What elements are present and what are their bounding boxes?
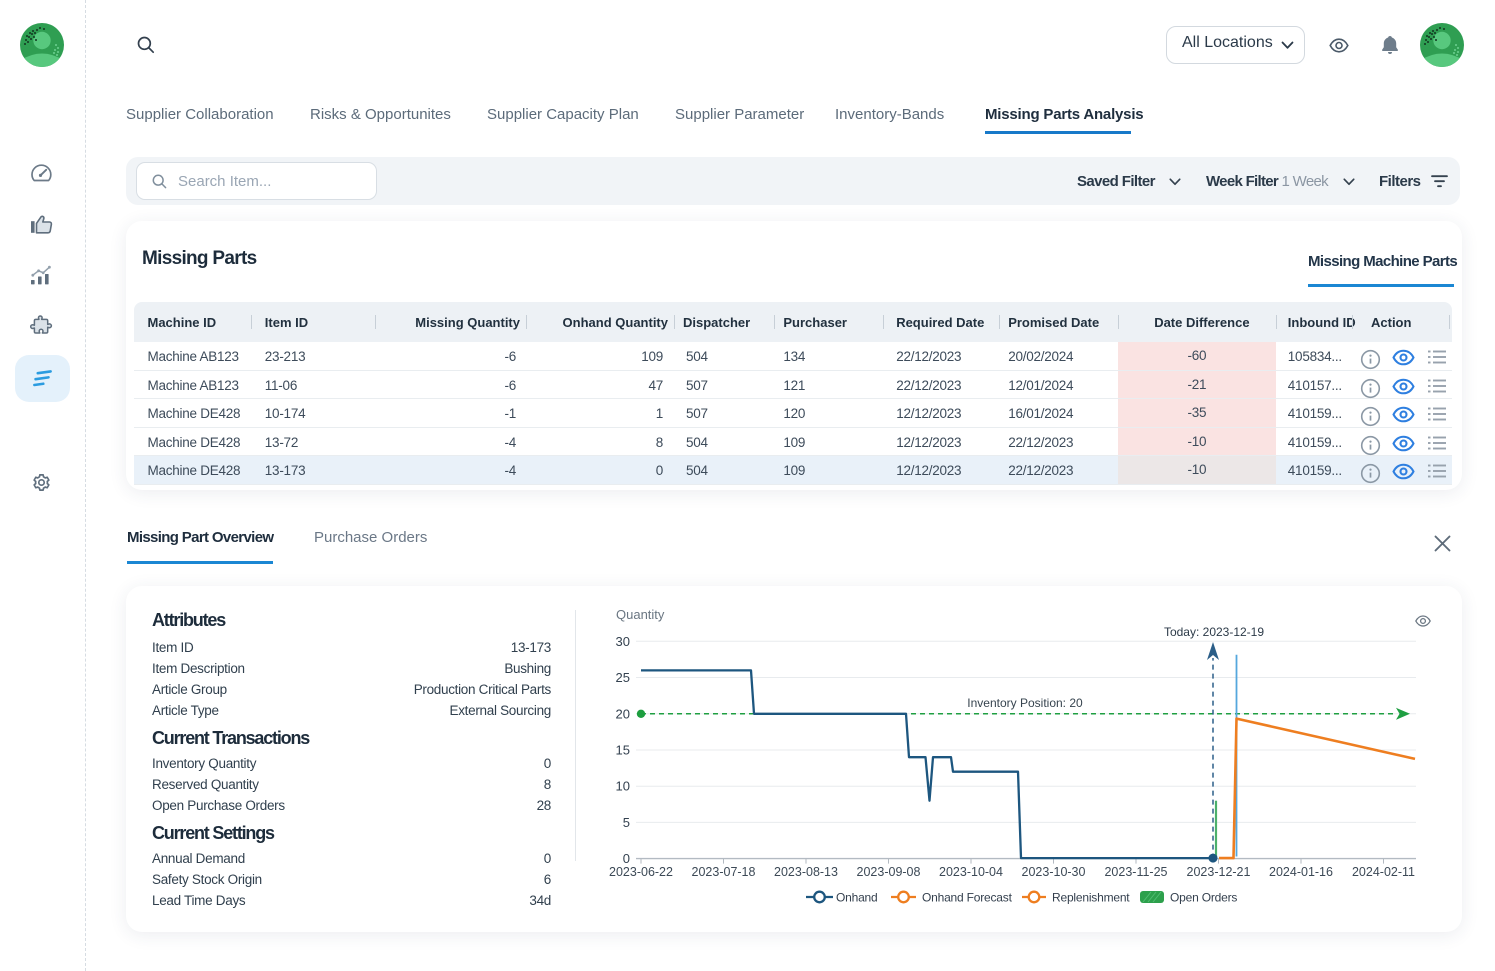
svg-text:25: 25 [616,670,630,685]
svg-text:2023-06-22: 2023-06-22 [609,865,673,879]
svg-text:Onhand Forecast: Onhand Forecast [922,891,1013,905]
svg-text:0: 0 [623,851,630,866]
svg-text:2024-01-16: 2024-01-16 [1269,865,1333,879]
svg-text:Today: 2023-12-19: Today: 2023-12-19 [1164,625,1264,639]
svg-text:2024-02-11: 2024-02-11 [1352,865,1415,879]
svg-text:30: 30 [616,634,630,649]
svg-text:20: 20 [616,706,630,721]
svg-text:Quantity: Quantity [616,607,665,622]
svg-text:2023-07-18: 2023-07-18 [692,865,756,879]
svg-text:Open Orders: Open Orders [1170,891,1237,905]
svg-text:5: 5 [623,815,630,830]
svg-text:Inventory Position: 20: Inventory Position: 20 [967,696,1083,710]
svg-text:2023-10-30: 2023-10-30 [1022,865,1086,879]
svg-text:2023-09-08: 2023-09-08 [857,865,921,879]
svg-text:2023-11-25: 2023-11-25 [1104,865,1167,879]
svg-text:Replenishment: Replenishment [1052,891,1130,905]
svg-text:2023-10-04: 2023-10-04 [939,865,1003,879]
svg-text:2023-08-13: 2023-08-13 [774,865,838,879]
svg-text:2023-12-21: 2023-12-21 [1187,865,1251,879]
svg-text:Onhand: Onhand [836,891,878,905]
svg-text:10: 10 [616,779,630,794]
svg-text:15: 15 [616,743,630,758]
